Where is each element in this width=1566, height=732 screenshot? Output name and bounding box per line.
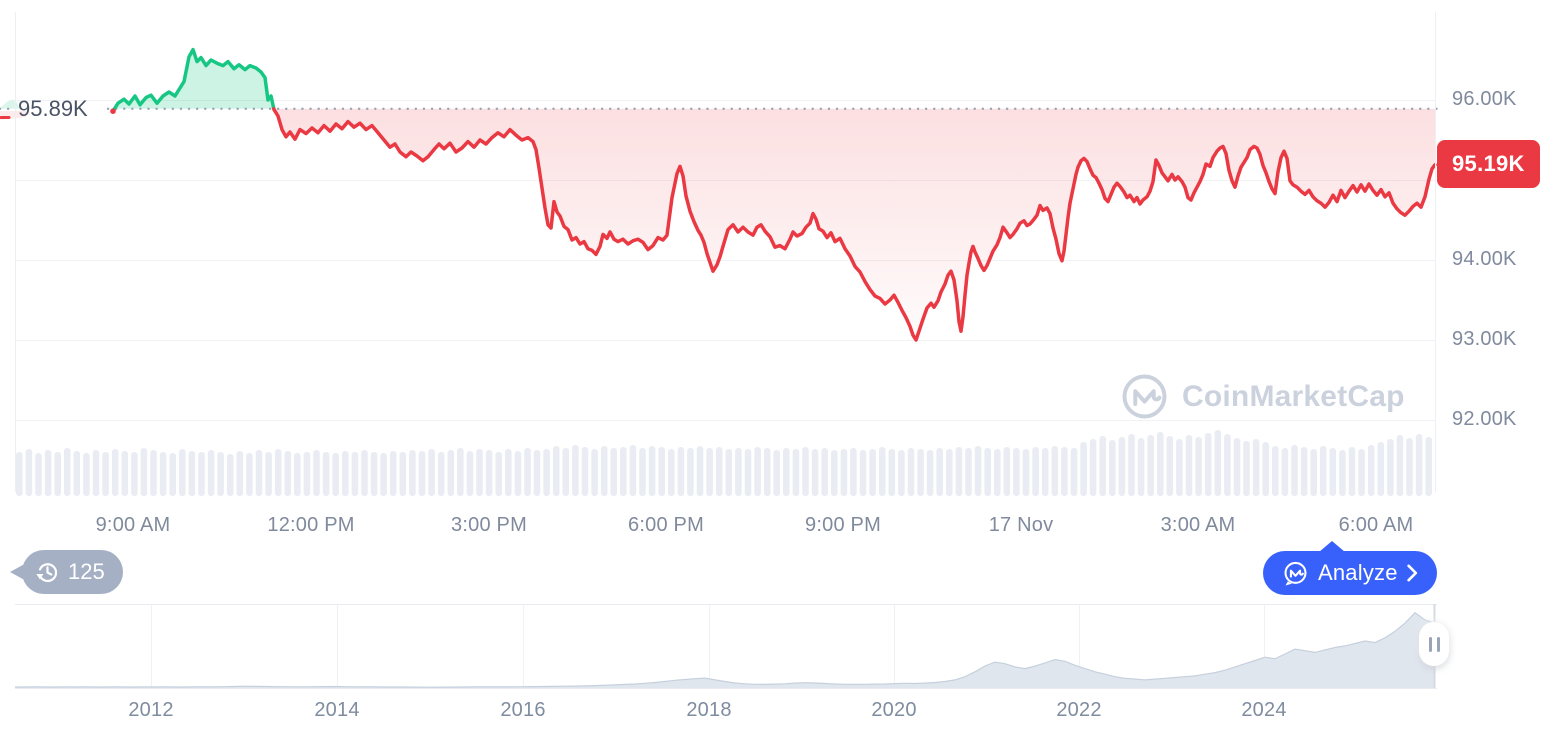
x-axis-label-3pm: 3:00 PM: [451, 514, 527, 536]
watermark-text: CoinMarketCap: [1182, 379, 1405, 413]
price-area-fills: [113, 49, 1435, 340]
baseline-price-label: 95.89K: [18, 96, 88, 121]
nav-year-2012: 2012: [128, 699, 174, 721]
y-axis-label-94k: 94.00K: [1452, 248, 1517, 270]
y-axis-label-92k: 92.00K: [1452, 408, 1517, 430]
last-price-badge: 95.19K: [1437, 140, 1540, 188]
watermark: CoinMarketCap: [1120, 372, 1405, 421]
x-axis-label-9am: 9:00 AM: [95, 514, 171, 536]
series-start-dot: [110, 108, 116, 114]
history-count-badge[interactable]: 125: [10, 550, 123, 594]
nav-year-2020: 2020: [871, 699, 917, 721]
x-axis-label-6am: 6:00 AM: [1338, 514, 1414, 536]
y-axis-label-96k: 96.00K: [1452, 88, 1517, 110]
chevron-right-icon: [1407, 564, 1417, 582]
x-axis-label-9pm: 9:00 PM: [805, 514, 881, 536]
nav-year-2014: 2014: [314, 699, 360, 721]
analyze-notch: [1319, 541, 1345, 552]
nav-year-2016: 2016: [500, 699, 546, 721]
y-axis-label-93k: 93.00K: [1452, 328, 1517, 350]
x-axis-label-3am: 3:00 AM: [1160, 514, 1236, 536]
analyze-label: Analyze: [1318, 560, 1398, 585]
navigator-mini-chart[interactable]: [15, 604, 1437, 689]
coinmarketcap-logo-icon: [1122, 374, 1167, 419]
history-clock-icon: [36, 562, 58, 582]
x-axis-label-6pm: 6:00 PM: [628, 514, 704, 536]
nav-year-2022: 2022: [1056, 699, 1102, 721]
handle-grip-bar: [1436, 636, 1440, 652]
history-count: 125: [68, 559, 105, 584]
handle-grip-bar: [1428, 636, 1432, 652]
x-axis-label-17nov: 17 Nov: [988, 514, 1054, 536]
analyze-button[interactable]: Analyze: [1263, 551, 1437, 595]
nav-year-2018: 2018: [686, 699, 732, 721]
coinmarketcap-bubble-icon: [1284, 561, 1307, 586]
navigator-range-selector[interactable]: [15, 604, 1437, 688]
volume-bars: [16, 430, 1432, 496]
x-axis-label-12pm: 12:00 PM: [267, 514, 355, 536]
nav-year-2024: 2024: [1241, 699, 1287, 721]
navigator-right-handle[interactable]: [1419, 622, 1449, 666]
